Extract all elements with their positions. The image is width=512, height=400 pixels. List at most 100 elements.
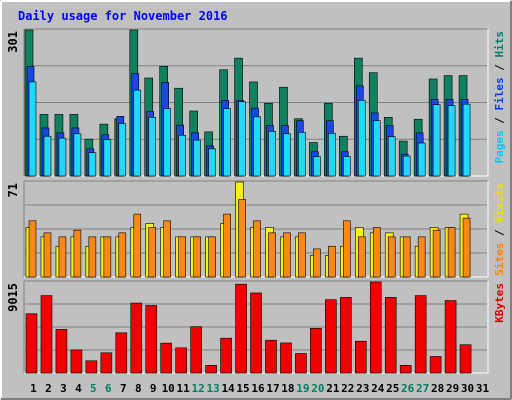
- bar-sites-day-6: [103, 236, 112, 278]
- bar-kbytes-day-7: [115, 332, 128, 374]
- bar-kbytes-day-8: [130, 302, 143, 374]
- bar-kbytes-day-18: [280, 342, 292, 374]
- panel-visits-sites-legend-part-2: /: [493, 223, 506, 243]
- bar-pages-day-19: [298, 132, 306, 177]
- day-label-6: 6: [105, 382, 112, 395]
- bar-pages-day-7: [118, 123, 127, 177]
- bar-sites-day-11: [178, 236, 186, 278]
- bar-pages-day-13: [208, 148, 216, 177]
- bar-sites-day-19: [298, 232, 306, 278]
- panel-hits-files-pages-legend-part-2: /: [493, 111, 506, 131]
- bar-sites-day-14: [223, 213, 231, 278]
- bar-kbytes-day-17: [265, 339, 277, 374]
- bar-kbytes-day-19: [295, 353, 307, 374]
- bar-pages-day-17: [268, 131, 276, 177]
- day-label-25: 25: [386, 382, 399, 395]
- day-label-31: 31: [476, 382, 490, 395]
- panel-hits-files-pages-legend: Pages / Files / Hits: [493, 31, 506, 164]
- bar-pages-day-27: [417, 142, 426, 177]
- bar-sites-day-2: [43, 232, 52, 278]
- bar-sites-day-18: [283, 232, 291, 278]
- bar-pages-day-20: [313, 156, 321, 177]
- day-label-24: 24: [371, 382, 385, 395]
- bar-kbytes-day-26: [399, 365, 412, 374]
- bar-sites-day-8: [133, 213, 142, 278]
- day-label-8: 8: [135, 382, 142, 395]
- day-label-19: 19: [296, 382, 309, 395]
- bar-sites-day-17: [268, 232, 276, 278]
- bar-sites-day-24: [372, 227, 381, 278]
- panel-hits-files-pages-max-label: 301: [6, 31, 20, 53]
- day-label-17: 17: [266, 382, 279, 395]
- bar-kbytes-day-22: [340, 297, 352, 374]
- bar-kbytes-day-28: [429, 356, 442, 374]
- bar-pages-day-4: [73, 133, 82, 177]
- day-label-30: 30: [461, 382, 474, 395]
- bar-kbytes-day-23: [354, 340, 367, 374]
- bar-sites-day-29: [447, 227, 456, 278]
- bar-sites-day-7: [118, 232, 127, 278]
- bar-sites-day-21: [328, 245, 336, 278]
- bar-pages-day-8: [133, 89, 142, 177]
- bar-pages-day-25: [387, 136, 396, 177]
- bar-sites-day-15: [238, 199, 246, 278]
- bar-pages-day-26: [402, 155, 411, 177]
- bar-pages-day-6: [103, 139, 112, 177]
- bar-kbytes-day-2: [40, 295, 53, 374]
- bar-kbytes-day-13: [205, 365, 217, 374]
- bar-pages-day-2: [43, 135, 52, 177]
- panel-visits-sites-legend-part-1: Sites: [493, 243, 506, 276]
- bar-sites-day-3: [58, 236, 67, 278]
- panel-hits-files-pages-legend-part-5: Hits: [493, 31, 506, 58]
- bar-kbytes-day-11: [175, 347, 187, 374]
- panel-visits-sites-legend: Sites / Visits: [493, 183, 506, 276]
- bar-pages-day-29: [447, 105, 456, 177]
- bar-pages-day-10: [163, 108, 172, 177]
- bar-kbytes-day-9: [145, 305, 158, 374]
- bar-sites-day-22: [343, 220, 351, 278]
- day-label-22: 22: [341, 382, 354, 395]
- bar-kbytes-day-27: [414, 295, 427, 374]
- chart-title: Daily usage for November 2016: [18, 9, 228, 23]
- day-label-23: 23: [356, 382, 369, 395]
- panel-kbytes-legend-part-1: KBytes: [493, 283, 506, 323]
- panel-visits-sites-legend-part-3: Visits: [493, 183, 506, 223]
- bar-kbytes-day-25: [384, 297, 397, 374]
- bar-sites-day-20: [313, 248, 321, 278]
- bar-sites-day-28: [432, 229, 441, 278]
- day-label-3: 3: [60, 382, 67, 395]
- bar-sites-day-27: [417, 236, 426, 278]
- day-label-11: 11: [177, 382, 191, 395]
- bar-sites-day-23: [357, 236, 366, 278]
- day-label-5: 5: [90, 382, 97, 395]
- day-label-9: 9: [150, 382, 157, 395]
- bar-kbytes-day-5: [85, 360, 98, 374]
- bar-kbytes-day-14: [220, 337, 232, 374]
- bar-kbytes-day-20: [310, 327, 322, 374]
- day-label-29: 29: [446, 382, 459, 395]
- bar-sites-day-30: [462, 217, 471, 278]
- bar-kbytes-day-1: [25, 313, 38, 374]
- panel-hits-files-pages-legend-part-4: /: [493, 58, 506, 78]
- bar-pages-day-23: [357, 100, 366, 177]
- bar-sites-day-5: [88, 236, 97, 278]
- bar-sites-day-1: [28, 220, 37, 278]
- bar-pages-day-11: [178, 134, 186, 177]
- bar-pages-day-12: [193, 139, 201, 177]
- bar-pages-day-21: [328, 133, 336, 177]
- bar-pages-day-9: [148, 117, 157, 177]
- bar-sites-day-4: [73, 229, 82, 278]
- panel-kbytes-legend: KBytes: [493, 283, 506, 323]
- day-label-26: 26: [401, 382, 415, 395]
- bar-kbytes-day-24: [369, 281, 382, 374]
- bar-kbytes-day-3: [55, 329, 68, 374]
- bar-pages-day-5: [88, 152, 97, 177]
- day-label-1: 1: [30, 382, 37, 395]
- bar-pages-day-30: [462, 103, 471, 177]
- day-label-21: 21: [326, 382, 340, 395]
- bar-pages-day-24: [372, 120, 381, 177]
- day-label-28: 28: [431, 382, 444, 395]
- day-label-13: 13: [206, 382, 219, 395]
